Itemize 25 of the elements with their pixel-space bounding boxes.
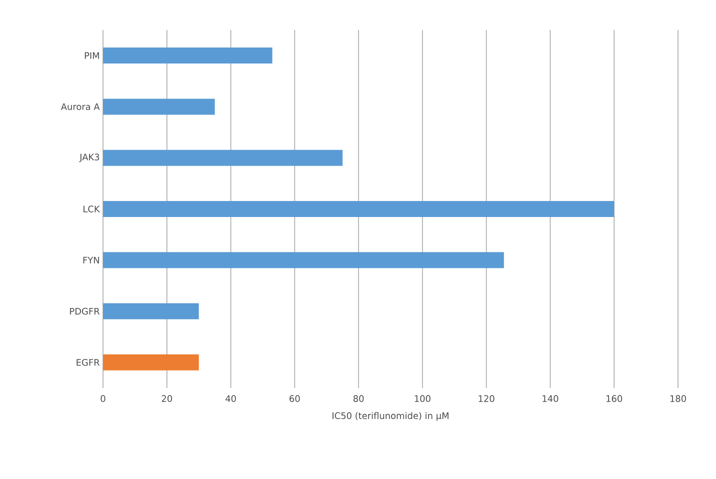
y-tick-label: LCK bbox=[84, 206, 100, 212]
x-tick-label: 140 bbox=[542, 395, 558, 402]
y-tick-label: FYN bbox=[83, 256, 99, 264]
y-tick-label: JAK3 bbox=[79, 154, 100, 162]
x-tick-label: 0 bbox=[100, 395, 106, 402]
x-tick-label: 20 bbox=[162, 395, 172, 402]
y-tick-label: PDGFR bbox=[70, 308, 100, 315]
bar bbox=[103, 98, 215, 115]
x-tick-label: 120 bbox=[478, 395, 494, 402]
x-tick-label: 180 bbox=[670, 395, 686, 402]
x-tick-label: 160 bbox=[606, 395, 622, 402]
x-tick-label: 60 bbox=[290, 395, 300, 402]
bar bbox=[103, 354, 199, 370]
bar bbox=[103, 150, 343, 166]
y-tick-label: Aurora A bbox=[60, 103, 100, 110]
x-tick-label: 80 bbox=[353, 395, 364, 402]
bar bbox=[103, 252, 504, 268]
bar bbox=[103, 48, 272, 64]
x-tick-label: 100 bbox=[414, 395, 430, 402]
x-axis-title: IC50 (teriflunomide) in µM bbox=[332, 412, 448, 421]
y-tick-label: PIM bbox=[84, 52, 99, 59]
bar bbox=[103, 303, 199, 320]
bar bbox=[103, 200, 614, 217]
y-tick-label: EGFR bbox=[76, 359, 100, 366]
x-tick-label: 40 bbox=[226, 395, 236, 402]
